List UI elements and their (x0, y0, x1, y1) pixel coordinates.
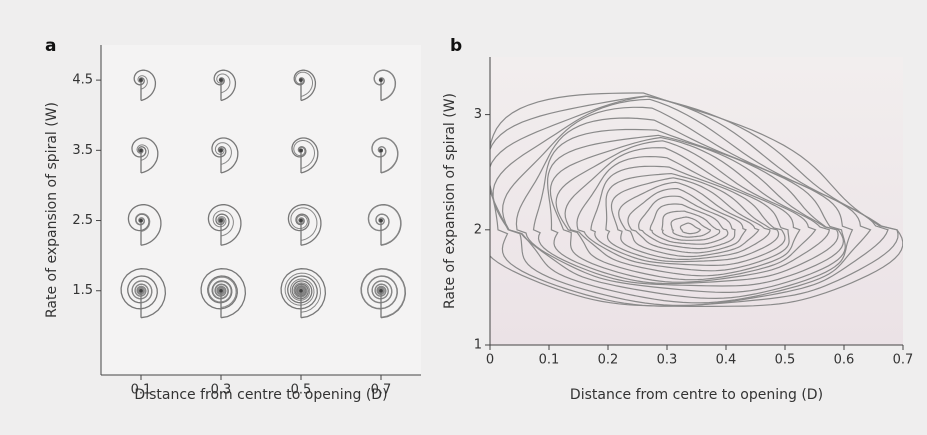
shell-outline (213, 69, 237, 102)
x-tick-label: 0 (486, 353, 494, 368)
x-tick-label: 0.2 (598, 353, 619, 368)
contours (490, 92, 903, 307)
contour-line (590, 165, 786, 266)
shell (360, 268, 407, 319)
shell (211, 137, 239, 174)
shell-centre (219, 148, 223, 153)
y-tick-label: 2.5 (72, 213, 93, 228)
shell-centre (219, 288, 223, 293)
x-tick-label: 0.1 (131, 383, 152, 398)
shell (280, 268, 327, 319)
contour-line (490, 92, 903, 307)
shell (207, 204, 242, 246)
panel-label: a (45, 36, 56, 56)
shell-centre (379, 148, 383, 153)
shell (131, 137, 159, 174)
x-tick-label: 0.7 (371, 383, 392, 398)
shell-centre (379, 78, 383, 82)
contour-line (627, 188, 747, 254)
x-tick-label: 0.5 (775, 353, 796, 368)
shell (133, 69, 157, 102)
shell-inner (373, 69, 396, 101)
shell-centre (219, 218, 223, 223)
contour-line (661, 210, 721, 241)
shell (213, 69, 237, 102)
contour-line (649, 203, 729, 245)
y-tick-label: 3.5 (72, 143, 93, 158)
contour-line (576, 155, 790, 272)
contour-line (670, 216, 712, 238)
contour-line (490, 95, 899, 307)
shell-inner (371, 137, 398, 173)
shell-inner (360, 268, 406, 318)
shell-centre (139, 148, 143, 153)
panel-label: b (450, 36, 462, 56)
contour-line (564, 147, 801, 277)
x-tick-label: 0.4 (716, 353, 737, 368)
x-tick-label: 0.6 (834, 353, 855, 368)
contour-line (490, 95, 889, 307)
shell (120, 268, 167, 319)
shell (367, 204, 402, 246)
y-tick-label: 3 (474, 107, 482, 122)
contour-line (605, 172, 780, 263)
shell-centre (299, 288, 303, 293)
y-axis-label: Rate of expansion of spiral (W) (44, 102, 60, 318)
contour-line (549, 136, 831, 283)
contour-line (679, 222, 702, 235)
shell-centre (139, 288, 143, 293)
contour-line (638, 195, 736, 250)
shell-centre (299, 218, 303, 223)
shell (127, 204, 162, 246)
shell (287, 204, 322, 246)
shell-centre (299, 78, 303, 82)
shell (291, 137, 319, 174)
shell-inner (368, 204, 401, 246)
shell-centre (139, 78, 143, 82)
shell (200, 268, 247, 319)
shell-centre (219, 78, 223, 82)
y-tick-label: 1 (474, 338, 482, 353)
shell-centre (379, 288, 383, 293)
x-tick-label: 0.5 (291, 383, 312, 398)
contour-line (618, 181, 760, 258)
x-tick-label: 0.1 (539, 353, 560, 368)
x-axis-label: Distance from centre to opening (D) (134, 387, 387, 403)
shell-centre (299, 148, 303, 153)
y-tick-label: 1.5 (72, 283, 93, 298)
contour-line (515, 117, 846, 293)
shell (371, 137, 399, 174)
contour-line (555, 140, 817, 281)
shell-centre (139, 218, 143, 223)
contour-line (610, 177, 771, 260)
x-axis-label: Distance from centre to opening (D) (570, 387, 823, 403)
shell-outline (207, 204, 242, 246)
shell-centre (379, 218, 383, 223)
plot-area (101, 45, 421, 375)
x-tick-label: 0.3 (211, 383, 232, 398)
plot-area (490, 57, 903, 345)
x-tick-label: 0.7 (893, 353, 914, 368)
y-tick-label: 2 (474, 222, 482, 237)
x-tick-label: 0.3 (657, 353, 678, 368)
shell (373, 69, 397, 102)
contour-line (546, 134, 839, 285)
shell (293, 69, 317, 102)
y-tick-label: 4.5 (72, 73, 93, 88)
shell-outline (133, 69, 157, 102)
y-axis-label: Rate of expansion of spiral (W) (442, 93, 458, 309)
